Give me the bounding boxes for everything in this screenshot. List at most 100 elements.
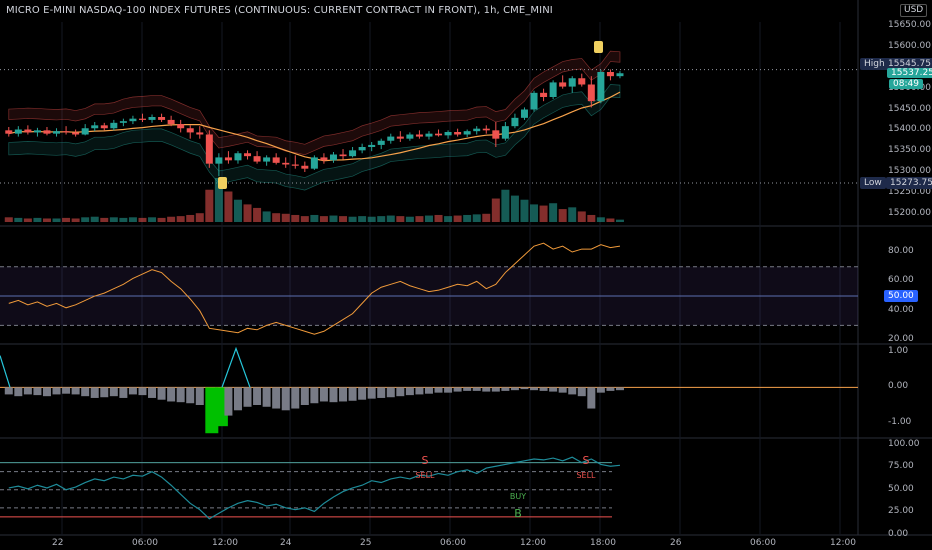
osc-histogram-bar	[510, 387, 519, 391]
volume-bar	[243, 204, 252, 222]
time-tick-label: 24	[280, 538, 292, 548]
upper-envelope-band	[8, 50, 621, 156]
volume-bar	[577, 211, 586, 222]
stoch-tick-label: 50.00	[888, 483, 914, 494]
osc-histogram-bar	[558, 387, 567, 393]
candle-body	[578, 78, 586, 85]
osc-histogram-bar	[243, 387, 252, 407]
candle-body	[310, 157, 318, 169]
volume-bar	[253, 207, 262, 222]
symbol-title: MICRO E-MINI NASDAQ-100 INDEX FUTURES (C…	[6, 5, 553, 16]
volume-bar	[558, 209, 567, 222]
osc-histogram-bar	[444, 387, 453, 393]
currency-button[interactable]: USD	[900, 4, 928, 17]
osc-histogram-bar	[33, 387, 42, 396]
osc-histogram-bar	[415, 387, 424, 395]
time-tick-label: 06:00	[750, 538, 776, 548]
osc-histogram-bar	[405, 387, 414, 396]
volume-bar	[281, 213, 290, 222]
osc-histogram-bar	[463, 387, 472, 391]
candle-body	[282, 162, 290, 165]
candle-body	[148, 117, 156, 120]
volume-bar	[195, 213, 204, 222]
time-tick-label: 12:00	[212, 538, 238, 548]
price-tick-label: 15200.00	[888, 207, 931, 218]
time-tick-label: 06:00	[132, 538, 158, 548]
candle-body	[444, 132, 452, 136]
volume-bar	[138, 217, 147, 222]
volume-bar	[453, 215, 462, 222]
high-value-tag: 15545.75	[884, 57, 932, 70]
price-tick-label: 15350.00	[888, 145, 931, 156]
candle-body	[415, 134, 423, 137]
candle-body	[234, 153, 242, 161]
buy-signal-text: BUY	[510, 492, 526, 501]
osc-histogram-bar	[348, 387, 357, 401]
osc-histogram-bar	[195, 387, 204, 405]
candle-body	[301, 165, 309, 169]
osc-histogram-bar	[530, 387, 539, 391]
volume-bar	[491, 198, 500, 222]
volume-bar	[444, 216, 453, 222]
stoch-tick-label: 100.00	[888, 438, 920, 449]
volume-bar	[367, 216, 376, 222]
time-tick-label: 12:00	[830, 538, 856, 548]
low-label: Low	[860, 176, 886, 189]
volume-bar	[596, 217, 605, 222]
candle-body	[81, 128, 89, 135]
time-tick-label: 12:00	[520, 538, 546, 548]
volume-bar	[510, 195, 519, 222]
candle-body	[463, 131, 471, 135]
volume-bar	[300, 216, 309, 222]
osc-histogram-bar	[539, 387, 548, 391]
candle-body	[5, 130, 13, 134]
high-label: High	[860, 57, 889, 70]
osc-histogram-bar	[81, 387, 90, 397]
volume-bar	[42, 218, 51, 222]
volume-bar	[549, 203, 558, 222]
candle-body	[129, 118, 137, 122]
candle-body	[587, 84, 595, 102]
osc-histogram-bar	[520, 387, 529, 390]
volume-bar	[148, 217, 157, 222]
candle-body	[597, 72, 605, 102]
sell-signal-text: SELL	[415, 471, 435, 480]
volume-bar	[109, 217, 118, 222]
osc-histogram-bar	[606, 387, 615, 391]
volume-bar	[119, 217, 128, 222]
volume-bar	[224, 191, 233, 222]
bar-countdown-tag: 08:49	[889, 79, 923, 90]
osc-histogram-bar	[71, 387, 80, 395]
candle-body	[473, 128, 481, 132]
candle-body	[349, 150, 357, 157]
osc-histogram-bar	[157, 387, 166, 400]
candle-body	[329, 154, 337, 161]
price-tick-label: 15400.00	[888, 124, 931, 135]
candle-body	[100, 125, 108, 129]
price-tick-label: 15450.00	[888, 103, 931, 114]
candle-body	[53, 131, 61, 134]
candle-body	[158, 117, 166, 120]
candle-body	[119, 121, 127, 123]
candle-body	[511, 117, 519, 127]
stoch-tick-label: 75.00	[888, 461, 914, 472]
osc-histogram-bar	[587, 387, 596, 409]
volume-bar	[530, 204, 539, 222]
volume-bar	[329, 215, 338, 222]
osc-histogram-bar	[396, 387, 405, 397]
rsi-midline-tag: 50.00	[884, 290, 918, 303]
osc-histogram-bar	[319, 387, 328, 402]
volume-bar	[424, 215, 433, 222]
volume-bar	[4, 217, 13, 222]
candle-body	[215, 157, 223, 164]
osc-histogram-bar	[262, 387, 271, 407]
osc-histogram-bar	[109, 387, 118, 397]
volume-bar	[405, 216, 414, 222]
volume-bar	[81, 217, 90, 222]
volume-bar	[606, 218, 615, 222]
candle-body	[177, 124, 185, 129]
candle-body	[482, 128, 490, 131]
candle-body	[406, 134, 414, 139]
price-tick-label: 15300.00	[888, 166, 931, 176]
